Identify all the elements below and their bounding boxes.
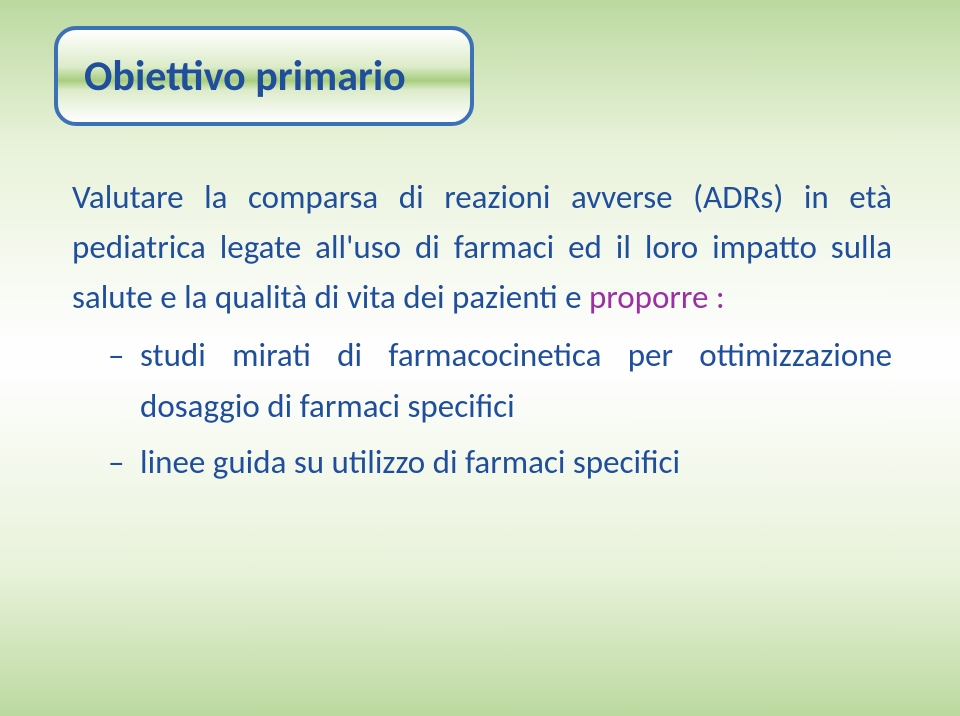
sub-item: linee guida su utilizzo di farmaci speci… bbox=[108, 437, 892, 487]
lead-paragraph: Valutare la comparsa di reazioni avverse… bbox=[72, 172, 892, 322]
sub-item: studi mirati di farmacocinetica per otti… bbox=[108, 330, 892, 430]
lead-highlight: proporre : bbox=[589, 277, 725, 317]
title-card: Obiettivo primario bbox=[54, 26, 474, 126]
sub-list: studi mirati di farmacocinetica per otti… bbox=[72, 330, 892, 486]
slide-title: Obiettivo primario bbox=[84, 51, 406, 102]
slide-body: Valutare la comparsa di reazioni avverse… bbox=[72, 172, 892, 493]
lead-text: Valutare la comparsa di reazioni avverse… bbox=[72, 177, 892, 317]
